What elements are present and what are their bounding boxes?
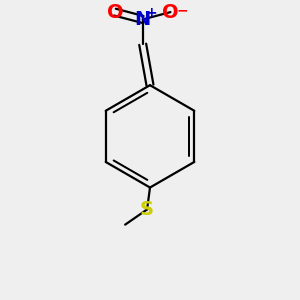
Text: O: O — [162, 3, 179, 22]
Text: −: − — [177, 4, 189, 18]
Text: O: O — [106, 3, 123, 22]
Text: S: S — [140, 200, 154, 219]
Text: +: + — [145, 6, 157, 20]
Text: N: N — [135, 10, 151, 29]
